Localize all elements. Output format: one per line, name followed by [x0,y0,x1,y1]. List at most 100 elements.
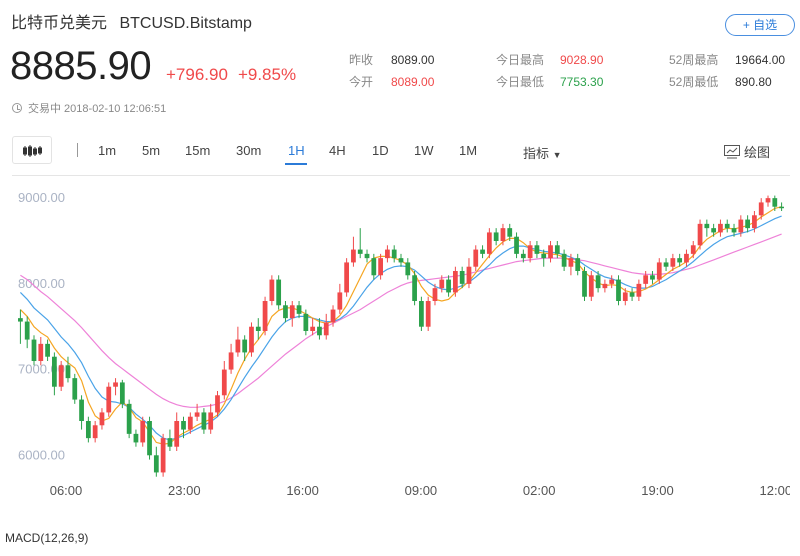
candle [473,245,479,271]
candle [72,373,78,404]
clock-icon [12,103,22,113]
candle [541,249,547,267]
candle [296,301,302,319]
stat-label: 昨收 [349,53,374,67]
draw-label: 绘图 [744,145,771,160]
stat-value: 7753.30 [560,75,604,89]
candle [167,429,173,451]
candle [235,326,241,357]
stat-value: 9028.90 [560,53,604,67]
candle [208,403,214,434]
timeframe-30m[interactable]: 30m [236,143,262,158]
instrument-title: 比特币兑美元 BTCUSD.Bitstamp [11,9,252,33]
candle [575,253,581,276]
candle [602,279,608,293]
candle [704,219,710,237]
candle [724,219,730,233]
x-axis-label: 06:00 [50,483,83,496]
candle [181,416,186,439]
candle [385,245,390,263]
candle [493,228,499,246]
candle [24,316,30,349]
last-price: 8885.90 [10,44,152,88]
candle [364,249,370,263]
candle [215,391,220,417]
candle [772,195,778,211]
candle [486,228,492,259]
candle [398,253,404,267]
chart-type-button[interactable] [12,136,52,164]
candle [140,416,146,447]
price-change: +796.90 +9.85% [166,65,296,85]
candle [500,223,506,246]
candle [65,356,71,383]
timeframe-1h[interactable]: 1H [288,143,305,158]
add-watchlist-button[interactable]: + 自选 [725,14,795,36]
candle [174,412,180,451]
candle [52,352,57,396]
candle [18,309,23,344]
timeframe-1m[interactable]: 1m [98,143,117,158]
timeframe-5m[interactable]: 5m [142,143,161,158]
candle [779,202,784,211]
candle [106,382,112,417]
candle [405,258,411,280]
candle [514,232,519,259]
candle [758,198,764,220]
indicator-dropdown[interactable]: 指标 ▼ [523,143,562,162]
candle [507,223,513,241]
candle [582,266,587,301]
stat-value: 8089.00 [391,53,435,67]
candle [425,296,431,331]
timeframe-1d[interactable]: 1D [372,143,389,158]
candle [616,275,621,306]
stat-value: 19664.00 [735,53,786,67]
candle [670,253,676,271]
stat-value: 890.80 [735,75,772,89]
candle [99,408,105,430]
candle [45,339,50,361]
candlestick-chart: 9000.00 8000.00 7000.00 6000.00 06:00 23:00 16… [18,190,792,498]
candle [221,361,227,400]
candle [289,301,295,327]
candle [718,219,723,237]
candle [765,195,771,207]
timeframe-4h[interactable]: 4H [329,143,346,158]
candle [31,335,37,366]
x-axis-label: 19:00 [641,483,674,496]
candle [561,249,567,271]
candle [534,241,540,259]
candle [126,399,132,439]
x-axis-label: 12:00 [760,483,790,496]
candle [357,228,363,259]
timeframe-1w[interactable]: 1W [414,143,434,158]
candle [520,249,526,263]
timeframe-15m[interactable]: 15m [185,143,211,158]
candle [255,318,261,340]
candle [310,318,316,336]
y-axis-label: 8000.00 [18,276,65,291]
timeframe-1mo[interactable]: 1M [459,143,478,158]
draw-chart-icon [724,145,740,159]
candle [303,309,309,336]
candle [38,337,44,366]
candle [330,305,336,327]
toolbar-divider [77,143,78,157]
candle [432,283,438,306]
candle [622,288,628,306]
candle [745,215,750,233]
candle [194,403,200,421]
stats-col-2: 今日最高 9028.90 今日最低 7753.30 [496,49,603,93]
change-percent: +9.85% [237,65,297,84]
y-axis-label: 9000.00 [18,190,65,205]
price-chart[interactable]: 9000.00 8000.00 7000.00 6000.00 06:00 23:00 16… [12,175,792,498]
candle [663,258,669,271]
candle [283,301,288,323]
candle [371,253,377,280]
stats-col-1: 昨收 8089.00 今开 8089.00 [349,49,434,93]
candle [643,271,649,289]
candle [697,219,703,250]
ma-fast-line [19,206,782,445]
candle [344,258,350,297]
draw-button[interactable]: 绘图 [724,142,770,161]
